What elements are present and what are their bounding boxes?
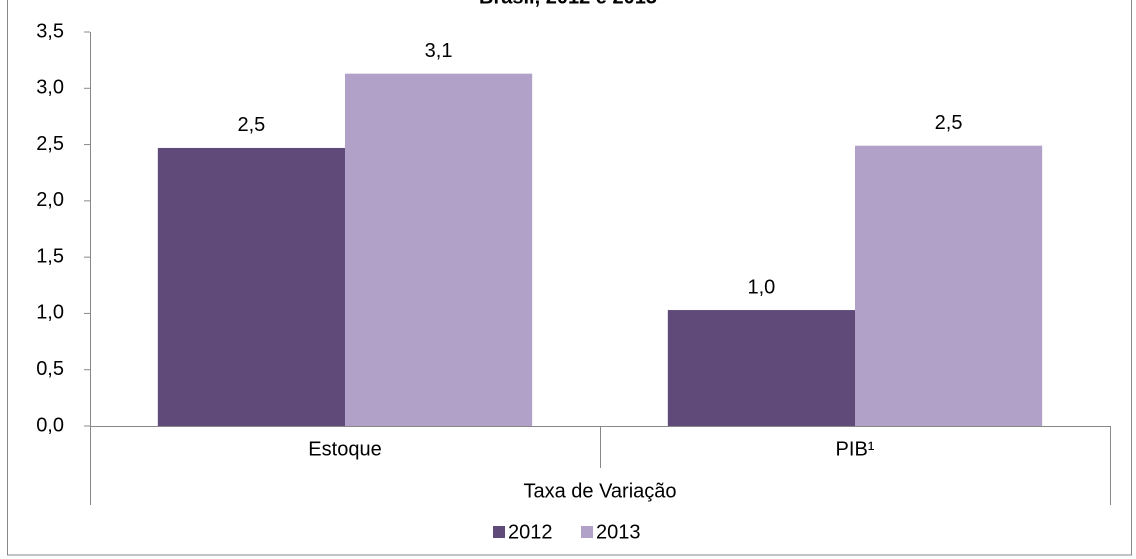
- legend-label: 2012: [508, 521, 553, 543]
- legend-swatch: [493, 526, 505, 538]
- bar: [157, 147, 345, 426]
- bar: [667, 310, 855, 426]
- y-tick-label: 1,5: [36, 245, 64, 267]
- y-tick-label: 1,0: [36, 302, 64, 324]
- value-label: 3,1: [425, 40, 453, 62]
- value-label: 1,0: [748, 276, 776, 298]
- chart-title: Brasil, 2012 e 2013: [479, 0, 657, 8]
- value-label: 2,5: [935, 112, 963, 134]
- y-tick-label: 3,0: [36, 77, 64, 99]
- y-tick-label: 0,5: [36, 358, 64, 380]
- bar: [345, 73, 533, 426]
- y-tick-label: 0,0: [36, 414, 64, 436]
- y-tick-label: 2,0: [36, 189, 64, 211]
- value-label: 2,5: [238, 114, 266, 136]
- y-tick-label: 2,5: [36, 133, 64, 155]
- x-tick-label: PIB¹: [836, 438, 875, 460]
- x-axis-label: Taxa de Variação: [523, 480, 676, 502]
- bar: [855, 145, 1043, 426]
- legend-label: 2013: [596, 521, 641, 543]
- x-tick-label: Estoque: [308, 438, 381, 460]
- y-tick-label: 3,5: [36, 20, 64, 42]
- legend-swatch: [581, 526, 593, 538]
